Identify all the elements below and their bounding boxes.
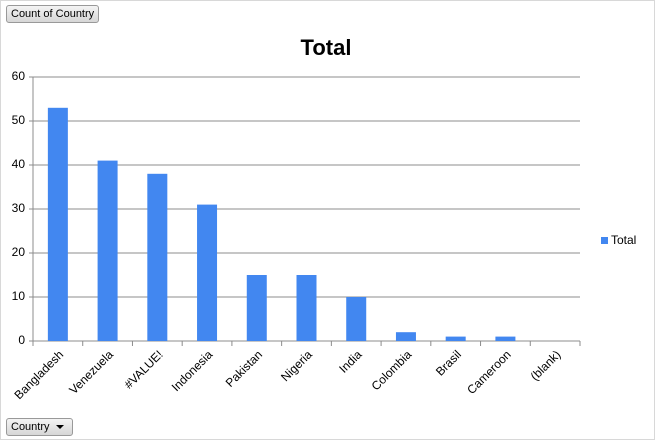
y-tick-label: 10 [12,289,26,303]
x-tick-label: Pakistan [223,347,265,389]
dropdown-arrow [55,425,64,429]
x-tick-label: Brasil [433,347,464,378]
x-tick-label: Bangladesh [12,347,67,402]
axis-field-button[interactable]: Country [6,418,73,436]
bar [346,297,367,341]
value-field-button[interactable]: Count of Country [6,5,100,23]
bar [147,173,168,341]
chart-title: Total [301,35,352,60]
legend-label: Total [611,233,636,247]
x-tick-label: Nigeria [278,347,315,384]
y-tick-label: 0 [18,333,25,347]
axis-field-label: Country [11,421,50,433]
bar [395,332,416,341]
bar [445,336,466,341]
bar [197,204,218,341]
y-tick-label: 60 [12,69,26,83]
x-tick-label: Venezuela [66,347,116,397]
x-tick-label: India [336,347,365,376]
bar [296,275,317,341]
x-tick-label: #VALUE! [122,347,166,391]
y-tick-label: 40 [12,157,26,171]
y-tick-label: 20 [12,245,26,259]
x-tick-label: Cameroon [464,347,514,397]
bar [246,275,267,341]
legend-swatch [601,237,608,244]
y-tick-label: 30 [12,201,26,215]
bar [47,107,68,341]
x-tick-label: Colombia [369,347,415,393]
bar [97,160,118,341]
y-tick-label: 50 [12,113,26,127]
bar [495,336,516,341]
x-tick-label: (blank) [528,347,564,383]
x-tick-label: Indonesia [169,347,216,394]
